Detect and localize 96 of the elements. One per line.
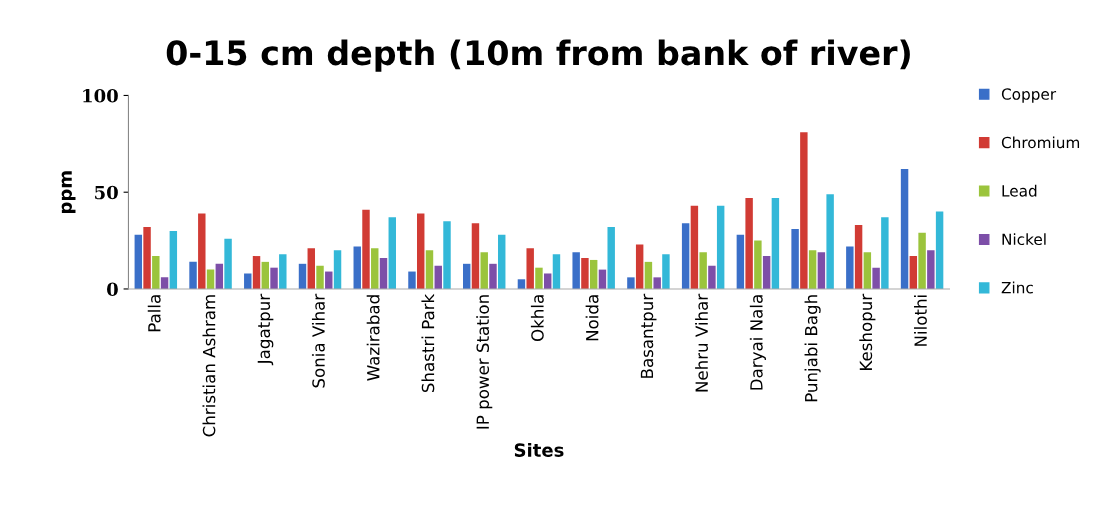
bar — [224, 238, 232, 289]
bar — [417, 213, 425, 289]
x-tick-label: Sonia Vihar — [311, 293, 325, 388]
bar — [607, 227, 615, 289]
bar — [762, 256, 771, 289]
x-tick-label: Nilothi — [914, 295, 927, 346]
bar — [736, 234, 745, 289]
bar — [189, 261, 197, 289]
bar — [708, 265, 716, 289]
bar — [846, 246, 854, 289]
bar — [589, 259, 598, 289]
x-tick-label: Noida — [585, 295, 599, 341]
bar — [489, 263, 497, 289]
bar — [252, 256, 261, 289]
bar — [316, 265, 324, 289]
bar — [572, 252, 580, 289]
x-tick-label: Christian Ashram — [202, 295, 216, 437]
bar — [826, 194, 834, 289]
x-axis-title: Sites — [514, 442, 564, 457]
bar — [379, 258, 388, 289]
bar — [307, 248, 315, 289]
bar — [927, 250, 935, 289]
bar — [881, 217, 889, 289]
x-tick-label: Jagatpur — [257, 293, 274, 366]
bar — [863, 252, 872, 289]
bar — [143, 227, 151, 289]
x-tick-label: Wazirabad — [366, 295, 380, 381]
bar — [298, 263, 307, 289]
bar — [408, 271, 416, 289]
bar — [653, 277, 661, 289]
y-tick-label: 50 — [95, 185, 118, 200]
bar — [791, 228, 799, 289]
bar — [635, 244, 644, 289]
bar — [918, 232, 926, 289]
bar — [261, 261, 270, 289]
bar — [480, 252, 488, 289]
bar — [771, 198, 780, 289]
bar — [371, 248, 379, 289]
bar — [854, 225, 863, 289]
bar — [872, 267, 880, 289]
bar — [152, 256, 160, 289]
y-tick-label: 100 — [83, 88, 118, 103]
x-tick-label: Daryai Nala — [749, 295, 766, 390]
legend-label: Nickel — [1002, 233, 1046, 246]
bar — [160, 277, 169, 289]
bar — [443, 221, 451, 289]
y-tick-label: 0 — [107, 282, 118, 297]
bar — [716, 205, 725, 289]
y-axis-title: ppm — [61, 171, 76, 214]
bar — [535, 267, 543, 289]
bar — [644, 261, 653, 289]
bar — [462, 263, 471, 289]
bar — [754, 240, 762, 289]
x-tick-label: IP power Station — [476, 295, 493, 429]
x-tick-label: Shastri Park — [421, 293, 435, 393]
bar — [699, 252, 707, 289]
bar — [471, 223, 480, 289]
bar — [909, 256, 918, 289]
bar — [425, 250, 434, 289]
legend-label: Lead — [1002, 184, 1037, 197]
bar — [745, 198, 753, 289]
bar — [662, 254, 670, 289]
bar — [552, 254, 561, 289]
bar — [353, 246, 361, 289]
bar — [800, 132, 808, 289]
bar — [817, 252, 826, 289]
bar — [169, 230, 178, 289]
bar — [498, 234, 506, 289]
bar — [935, 211, 944, 289]
bar — [279, 254, 287, 289]
bar — [244, 273, 252, 289]
chart-title: 0-15 cm depth (10m from bank of river) — [166, 39, 910, 72]
x-tick-label: Keshopur — [859, 293, 876, 370]
x-tick-label: Basantpur — [640, 293, 657, 378]
bar — [333, 250, 342, 289]
bar — [690, 205, 699, 289]
bar — [627, 277, 635, 289]
bar — [362, 209, 370, 289]
bar — [543, 273, 552, 289]
legend-label: Chromium — [1001, 136, 1080, 149]
x-tick-label: Okhla — [530, 295, 544, 342]
x-tick-label: Nehru Vihar — [695, 293, 708, 392]
bar — [388, 217, 396, 289]
x-tick-label: Punjabi Bagh — [804, 295, 821, 402]
bar — [134, 234, 143, 289]
bar — [808, 250, 817, 289]
x-tick-label: Palla — [147, 295, 161, 332]
bar — [681, 223, 690, 289]
bar — [215, 263, 224, 289]
bar — [198, 213, 206, 289]
legend-label: Copper — [1001, 88, 1057, 103]
bar — [581, 258, 589, 289]
legend-label: Zinc — [1001, 281, 1033, 294]
bar — [900, 168, 909, 289]
bar — [526, 248, 534, 289]
bar — [270, 267, 278, 289]
